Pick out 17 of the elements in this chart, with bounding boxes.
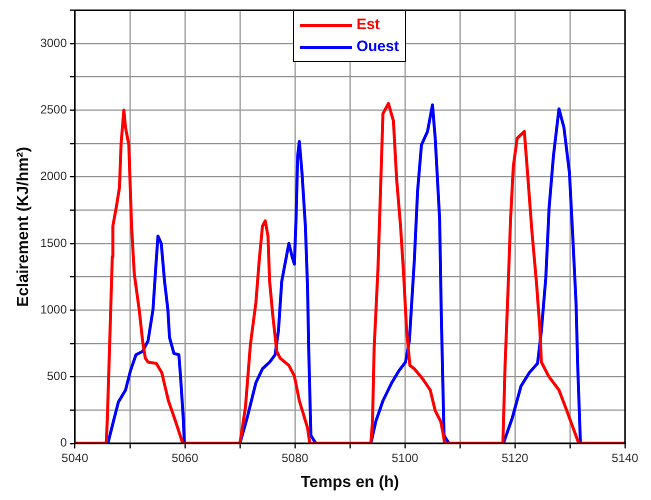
y-tick-label: 0: [60, 436, 68, 450]
x-tick-label: 5100: [392, 450, 419, 465]
x-tick-label: 5120: [502, 450, 529, 465]
y-tick-label: 1000: [40, 302, 68, 316]
x-tick-label: 5040: [62, 450, 89, 465]
legend-label: Est: [356, 15, 380, 36]
y-tick-label: 3000: [40, 36, 68, 50]
y-tick-label: 1500: [40, 236, 68, 250]
x-tick-label: 5080: [282, 450, 309, 465]
y-tick-label: 2000: [40, 169, 68, 184]
x-axis-title: Temps en (h): [300, 474, 400, 491]
x-tick-label: 5140: [612, 450, 639, 465]
legend-label: Ouest: [356, 37, 399, 58]
x-tick-label: 5060: [172, 450, 199, 465]
y-tick-label: 500: [46, 369, 68, 384]
y-tick-label: 2500: [40, 102, 68, 116]
y-axis-title: Eclairement (KJ/hm²): [15, 146, 32, 307]
